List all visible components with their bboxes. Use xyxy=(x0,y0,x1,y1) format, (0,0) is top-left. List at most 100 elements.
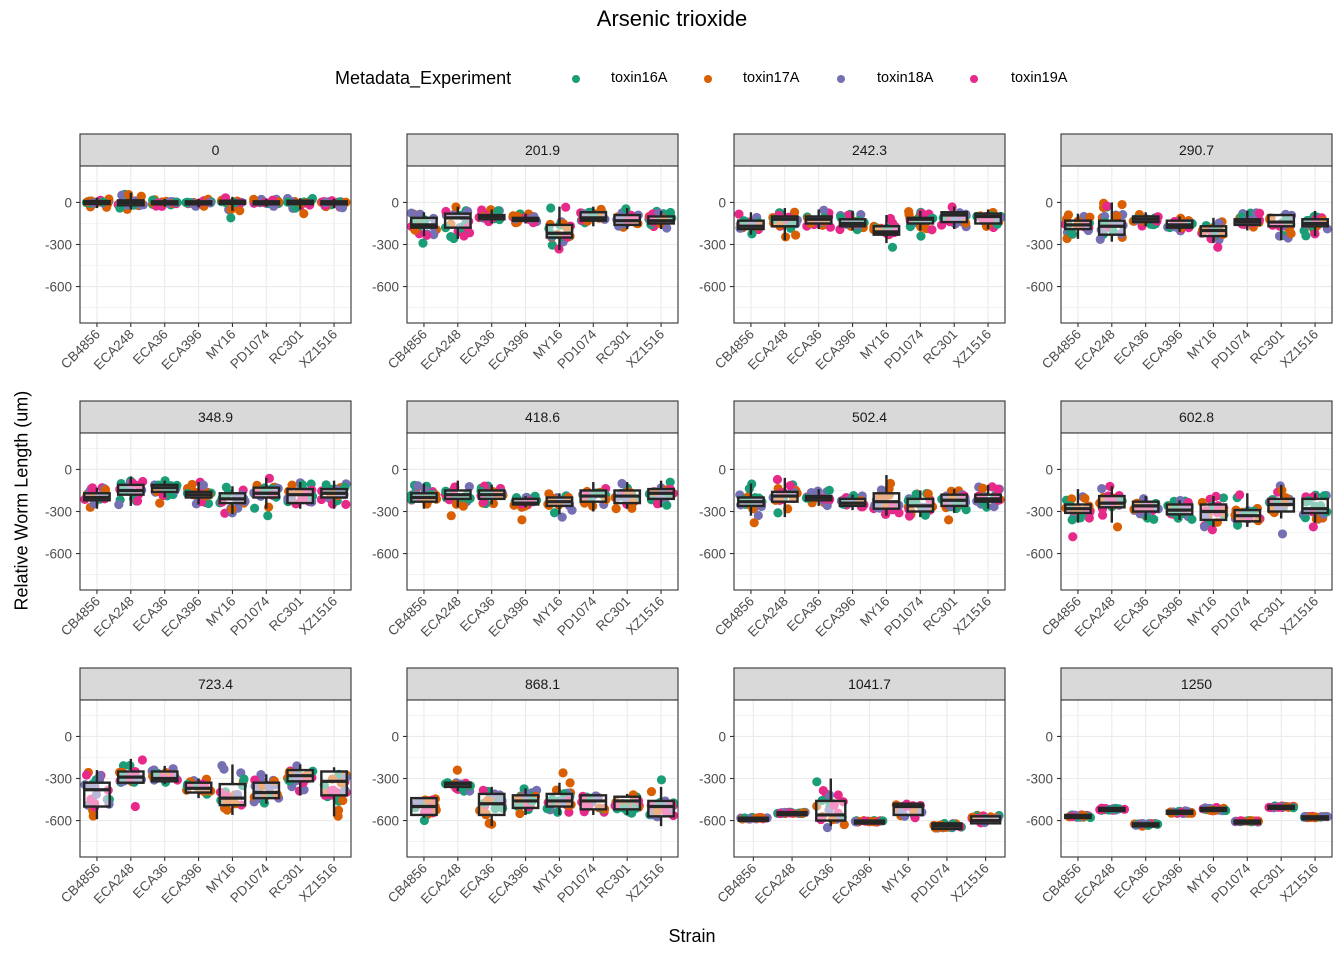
facet-strip xyxy=(79,400,352,434)
data-point xyxy=(321,480,331,490)
outlier-point xyxy=(452,765,462,775)
data-point xyxy=(239,774,249,784)
data-point xyxy=(203,498,214,509)
data-point xyxy=(1067,515,1077,525)
y-tick-label: 0 xyxy=(64,195,72,210)
outlier-point xyxy=(887,242,898,252)
facet-strip-label: 348.9 xyxy=(198,409,233,425)
data-point xyxy=(226,204,236,215)
x-tick-label: PD1074 xyxy=(908,860,953,905)
facet-panel: 290.70-300-600CB4856ECA248ECA36ECA396MY1… xyxy=(1026,133,1333,373)
data-point xyxy=(839,820,849,830)
x-tick-label: XZ1516 xyxy=(296,594,340,638)
data-point xyxy=(812,777,822,787)
box xyxy=(647,799,675,818)
panel-border xyxy=(406,432,679,591)
panel-border xyxy=(406,699,679,858)
box xyxy=(218,782,247,807)
data-point xyxy=(825,222,836,232)
y-tick-label: -600 xyxy=(1026,547,1053,562)
y-tick-label: -600 xyxy=(1026,814,1053,829)
facet-strip-label: 290.7 xyxy=(1179,142,1214,158)
y-tick-label: 0 xyxy=(718,729,726,744)
data-point xyxy=(885,213,896,224)
outlier-point xyxy=(130,801,140,812)
data-point xyxy=(894,508,904,518)
box xyxy=(410,216,438,229)
chart-title: Arsenic trioxide xyxy=(596,6,748,31)
y-tick-label: 0 xyxy=(1045,195,1053,210)
data-point xyxy=(1112,211,1122,221)
data-point xyxy=(652,499,663,509)
y-tick-label: 0 xyxy=(64,462,72,477)
data-point xyxy=(259,798,270,808)
facet-strip xyxy=(79,133,352,167)
data-point xyxy=(753,510,763,521)
y-tick-label: 0 xyxy=(391,462,399,477)
data-point xyxy=(978,483,988,493)
panel-border xyxy=(733,165,1006,324)
facet-strip-label: 1250 xyxy=(1181,676,1212,692)
y-tick-label: -600 xyxy=(1026,280,1053,295)
x-tick-label: ECA396 xyxy=(829,861,875,907)
data-point xyxy=(222,805,232,815)
data-point xyxy=(549,508,560,518)
facet-strip xyxy=(733,667,1006,701)
data-point xyxy=(904,206,914,217)
data-point xyxy=(1117,199,1127,210)
y-tick-label: -300 xyxy=(699,238,726,253)
box xyxy=(770,215,799,228)
y-tick-label: 0 xyxy=(1045,462,1053,477)
y-tick-label: 0 xyxy=(1045,729,1053,744)
data-point xyxy=(1097,483,1107,494)
data-point xyxy=(249,503,260,513)
data-point xyxy=(1105,481,1115,491)
box xyxy=(613,795,642,811)
y-tick-label: -300 xyxy=(699,772,726,787)
data-point xyxy=(734,209,744,219)
facet-strip xyxy=(1060,667,1333,701)
y-axis-label: Relative Worm Length (um) xyxy=(11,390,32,611)
data-point xyxy=(235,206,245,216)
data-point xyxy=(341,499,351,509)
data-point xyxy=(791,230,801,240)
y-tick-label: -300 xyxy=(45,505,72,520)
data-point xyxy=(464,481,474,492)
data-point xyxy=(920,510,930,520)
outlier-point xyxy=(1213,242,1223,252)
facet-strip-label: 1041.7 xyxy=(848,676,891,692)
facet-strip xyxy=(406,133,679,167)
facet-panel: 502.40-300-600CB4856ECA248ECA36ECA396MY1… xyxy=(699,400,1006,640)
y-tick-label: -600 xyxy=(699,814,726,829)
data-point xyxy=(1067,494,1077,504)
facet-strip xyxy=(1060,400,1333,434)
facet-strip xyxy=(406,667,679,701)
outlier-point xyxy=(558,768,568,778)
box xyxy=(545,223,574,239)
facet-strip-label: 502.4 xyxy=(852,409,887,425)
facet-strip xyxy=(406,400,679,434)
data-point xyxy=(617,478,627,489)
panel-border xyxy=(79,165,352,324)
outlier-point xyxy=(263,511,273,521)
outlier-point xyxy=(1068,532,1078,542)
outlier-point xyxy=(656,775,667,785)
data-point xyxy=(198,480,208,490)
x-tick-label: ECA248 xyxy=(752,861,798,907)
data-point xyxy=(299,785,309,795)
box xyxy=(150,770,179,783)
data-point xyxy=(1218,493,1229,503)
data-point xyxy=(904,511,915,521)
facet-strip-label: 242.3 xyxy=(852,142,887,158)
data-point xyxy=(621,204,631,214)
legend-label-toxin18A: toxin18A xyxy=(877,70,934,86)
box xyxy=(252,781,281,800)
facet-panel: 12500-300-600CB4856ECA248ECA36ECA396MY16… xyxy=(1026,667,1333,907)
y-tick-label: -300 xyxy=(45,772,72,787)
facet-strip-label: 201.9 xyxy=(525,142,560,158)
x-tick-label: XZ1516 xyxy=(950,594,994,638)
box xyxy=(443,212,472,229)
y-tick-label: -300 xyxy=(1026,505,1053,520)
data-point xyxy=(338,795,348,806)
